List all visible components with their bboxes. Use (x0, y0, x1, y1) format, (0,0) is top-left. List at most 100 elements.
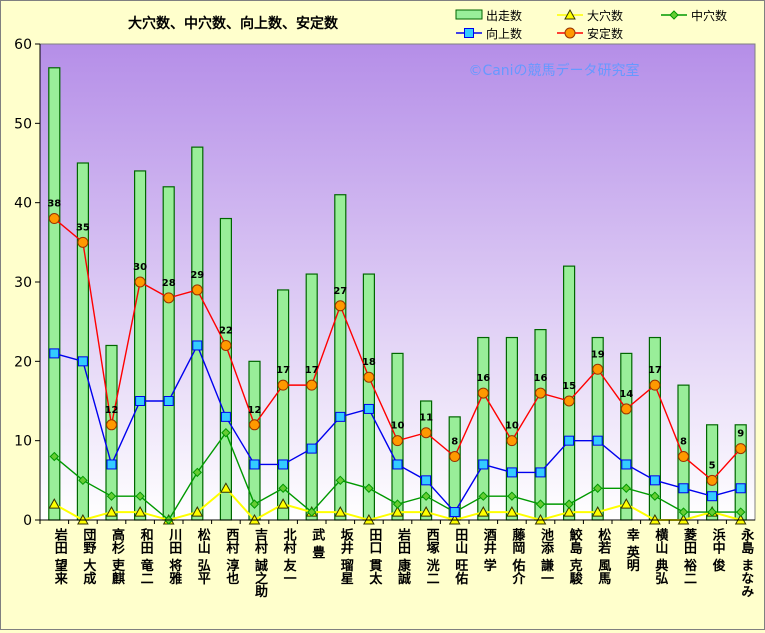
x-tick-label: 坂井 瑠星 (338, 527, 354, 586)
line-up-point (478, 459, 489, 470)
legend-label: 出走数 (486, 8, 522, 23)
x-tick-label: 北村 友一 (281, 528, 297, 585)
line-mid-point (478, 491, 489, 501)
x-tick-label: 田山 旺佑 (452, 528, 469, 586)
y-tick-label: 30 (14, 275, 32, 291)
line-mid-point (192, 467, 203, 478)
line-mid-point (278, 483, 288, 493)
stable-data-label: 5 (709, 460, 716, 471)
line-stable-point (277, 379, 289, 391)
line-big-point (620, 498, 633, 509)
bar-total (191, 146, 204, 521)
line-mid-point (592, 483, 603, 493)
legend-marker (564, 27, 576, 39)
bar-total (620, 352, 633, 521)
line-stable-point (191, 284, 203, 296)
stable-data-label: 10 (505, 421, 519, 432)
stable-data-label: 18 (362, 357, 376, 368)
line-stable-point (249, 419, 260, 431)
line-mid-point (106, 491, 117, 501)
stable-data-label: 17 (305, 365, 319, 376)
line-mid-point (335, 475, 346, 486)
y-tick-label: 20 (14, 354, 32, 370)
line-stable-point (220, 339, 232, 351)
stable-data-label: 10 (391, 421, 405, 432)
line-mid-point (707, 507, 717, 517)
stable-data-label: 17 (276, 365, 290, 376)
x-tick-label: 幸 英明 (624, 527, 641, 573)
x-tick-label: 高杉 吏麒 (109, 527, 125, 586)
legend-label: 中穴数 (691, 8, 727, 23)
line-stable-point (735, 443, 747, 455)
y-tick-label: 10 (14, 434, 32, 450)
bar-total (76, 162, 90, 521)
line-mid-point (535, 499, 546, 509)
x-tick-label: 岩田 望来 (52, 527, 69, 586)
line-mid-point (249, 499, 260, 509)
line-big-point (420, 506, 432, 517)
y-tick-label: 50 (14, 116, 32, 132)
x-tick-label: 岩田 康誠 (395, 527, 412, 586)
x-tick-label: 団野 大成 (80, 528, 96, 586)
line-up-point (392, 459, 403, 470)
line-stable-point (392, 435, 403, 447)
stable-data-label: 30 (133, 262, 147, 273)
line-stable-point (48, 213, 60, 225)
x-tick-label: 永島 まなみ (738, 527, 755, 598)
x-tick-label: 武 豊 (309, 527, 325, 560)
stable-data-label: 11 (419, 413, 433, 424)
x-tick-label: 池添 謙一 (538, 527, 554, 584)
line-big-point (277, 498, 289, 509)
line-stable-point (592, 363, 604, 375)
line-stable-point (678, 451, 689, 463)
x-tick-label: 西塚 洸二 (424, 528, 440, 585)
line-up-point (678, 483, 689, 494)
line-mid-point (621, 483, 632, 493)
line-up-point (135, 396, 146, 406)
line-stable-point (163, 292, 175, 304)
legend-swatch (455, 9, 483, 20)
line-stable-point (134, 276, 146, 288)
line-stable-point (506, 435, 518, 447)
stable-data-label: 8 (680, 437, 687, 448)
legend-marker (669, 10, 679, 20)
line-mid-point (678, 507, 689, 517)
line-mid-point (306, 507, 317, 517)
line-up-point (49, 348, 60, 359)
x-tick-label: 松若 風馬 (595, 527, 612, 586)
line-up-point (306, 443, 317, 454)
stable-data-label: 16 (534, 373, 548, 384)
line-up-point (363, 403, 374, 414)
bar-total (562, 265, 576, 521)
bar-total (305, 273, 318, 521)
line-mid-point (78, 475, 88, 486)
line-up-point (564, 435, 575, 446)
line-mid-point (735, 507, 746, 517)
stable-data-label: 12 (248, 405, 262, 416)
stable-data-label: 19 (591, 349, 605, 360)
x-tick-label: 横山 典弘 (652, 527, 668, 586)
legend-label: 向上数 (486, 26, 522, 41)
line-up-point (506, 467, 517, 478)
bar-total (162, 186, 175, 521)
line-stable-point (449, 451, 461, 463)
y-tick-label: 40 (14, 196, 32, 212)
line-mid-point (564, 499, 574, 509)
line-big-point (334, 506, 347, 517)
line-mid-point (135, 491, 145, 501)
line-stable-point (649, 379, 661, 391)
x-tick-label: 鮫島 克駿 (567, 527, 583, 586)
line-big-point (391, 506, 404, 517)
line-big-point (563, 506, 575, 517)
stable-data-label: 16 (476, 373, 490, 384)
legend-label: 安定数 (587, 26, 623, 41)
line-stable-point (106, 419, 117, 431)
line-stable-point (620, 403, 632, 415)
stable-data-label: 28 (162, 278, 176, 289)
line-up-point (192, 340, 203, 351)
line-big-point (134, 506, 146, 517)
stable-data-label: 27 (333, 286, 347, 297)
line-up-point (735, 483, 746, 494)
line-big-point (477, 506, 490, 517)
